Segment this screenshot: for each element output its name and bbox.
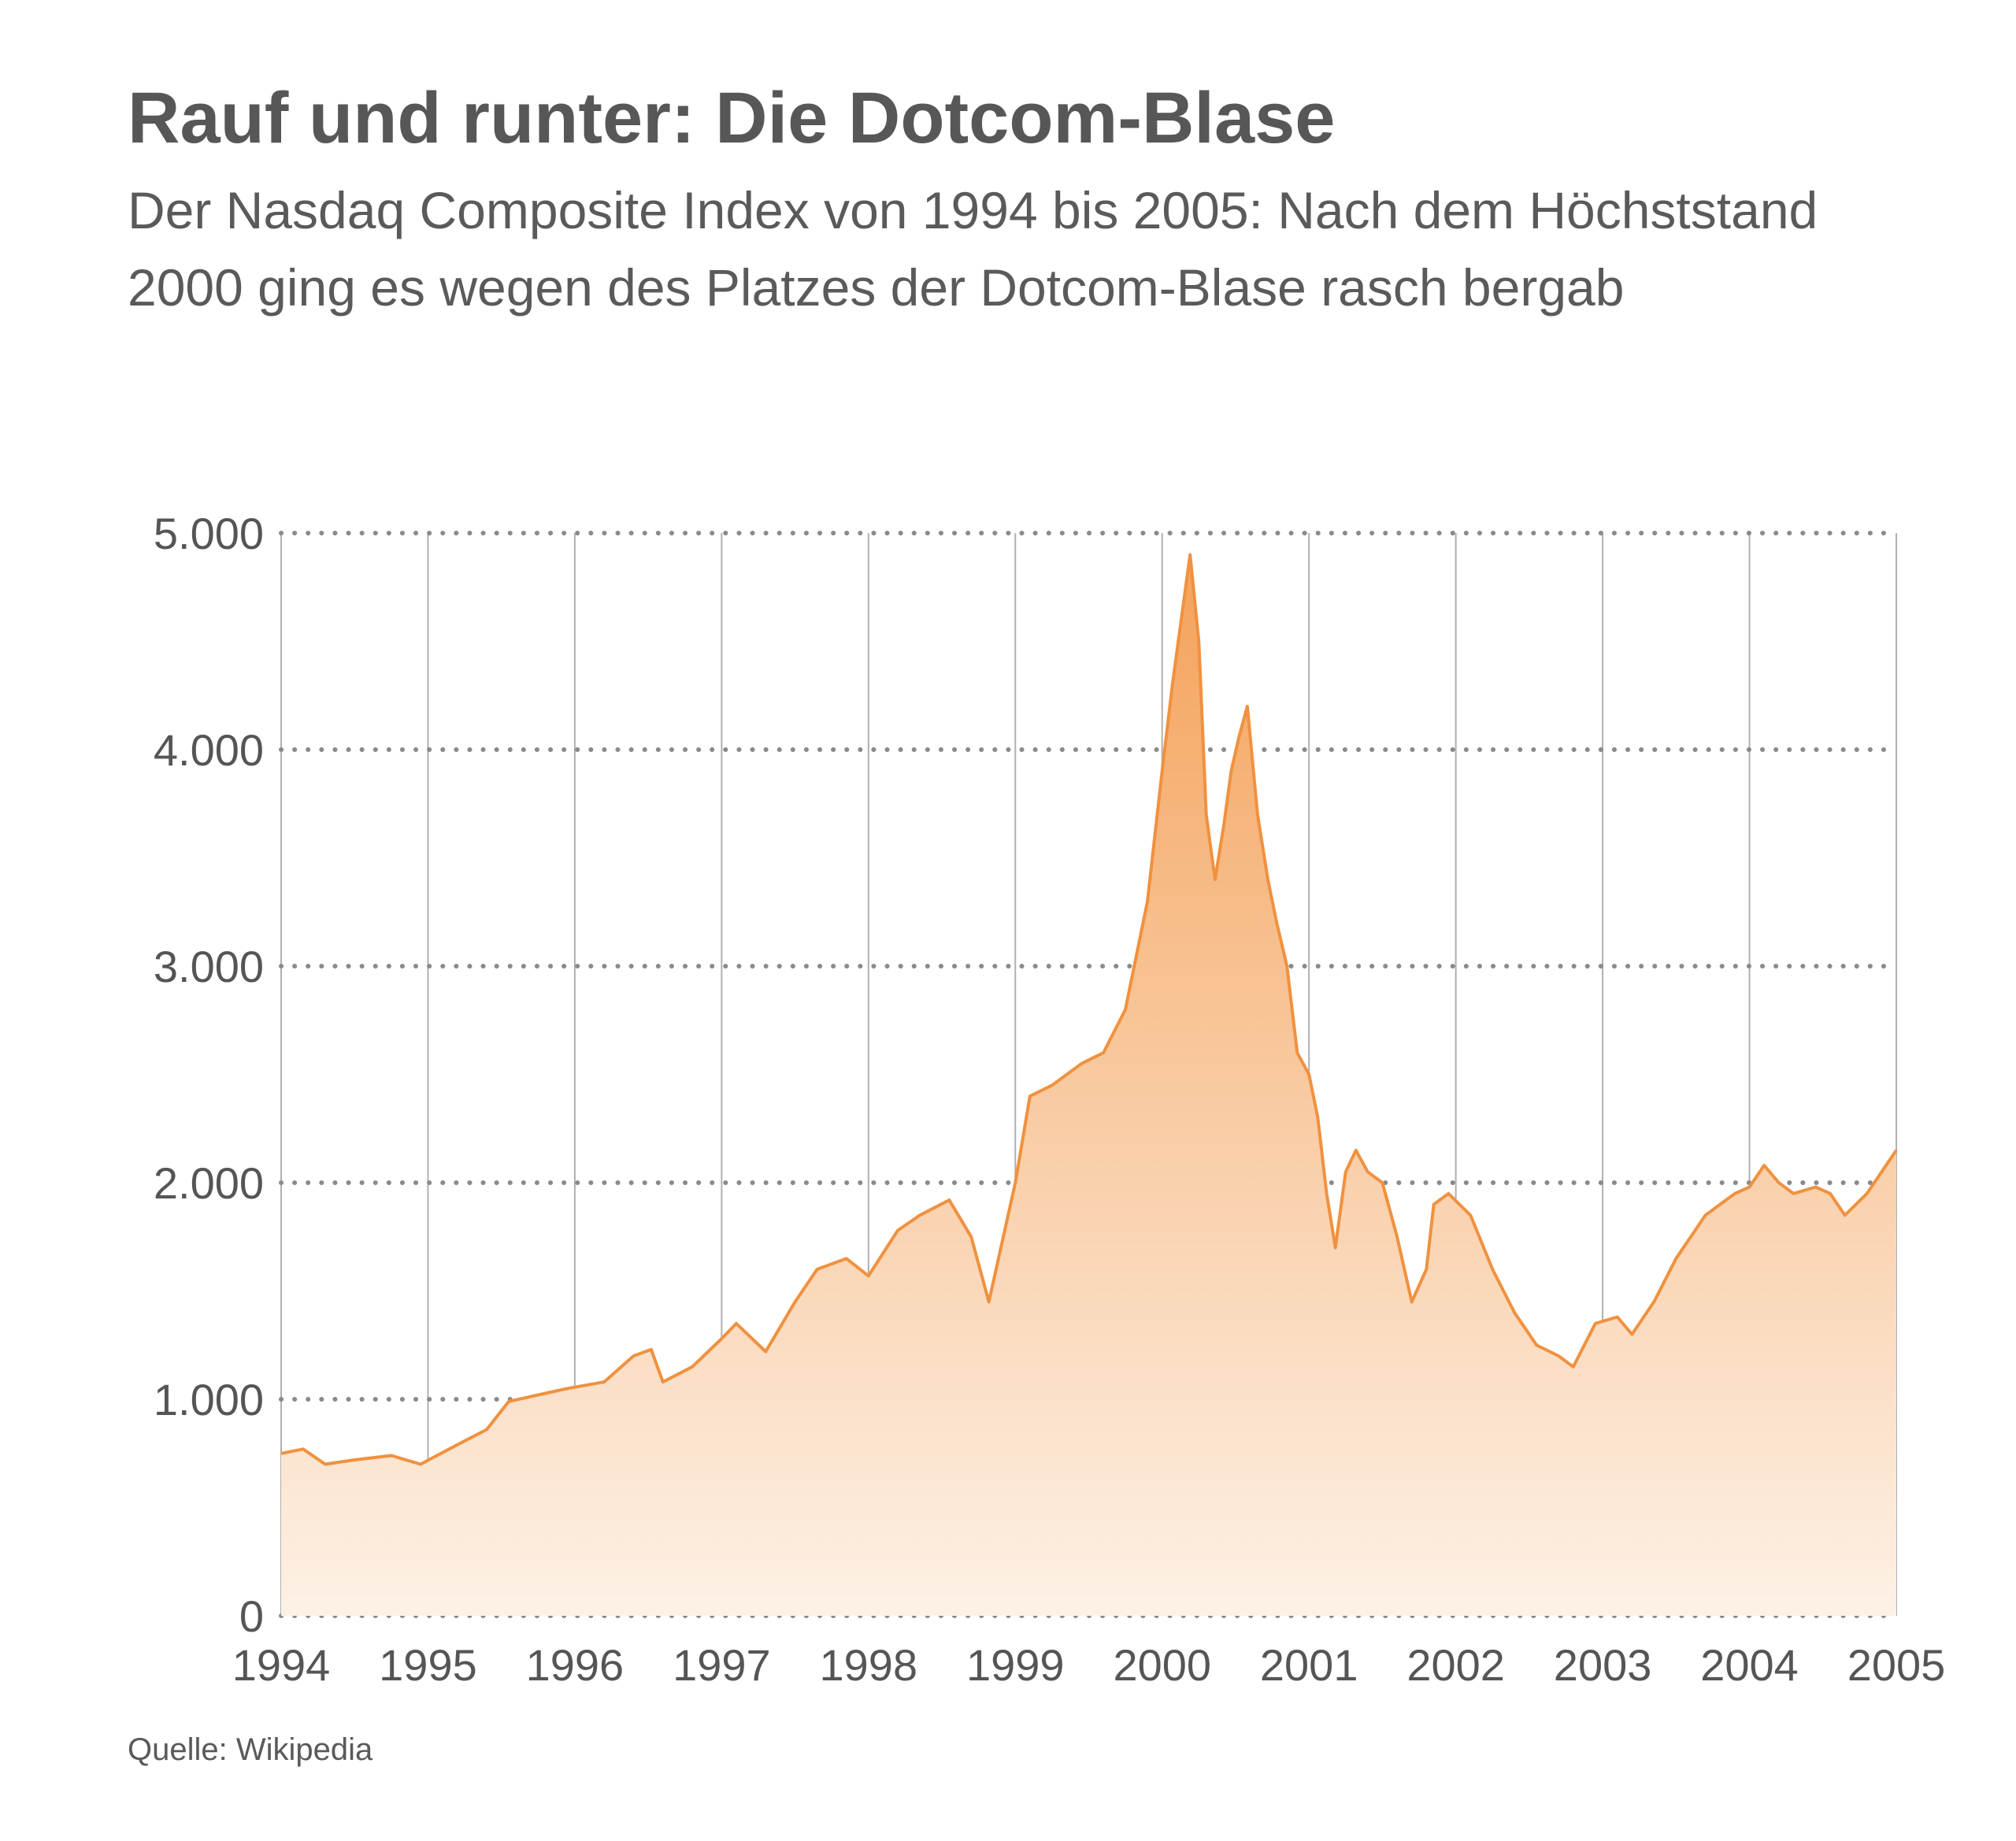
- x-tick-label: 2001: [1260, 1640, 1358, 1690]
- x-tick-label: 1998: [820, 1640, 918, 1690]
- y-tick-label: 4.000: [154, 725, 264, 775]
- x-tick-label: 2004: [1700, 1640, 1799, 1690]
- y-tick-label: 5.000: [154, 509, 264, 558]
- y-tick-label: 3.000: [154, 942, 264, 991]
- x-tick-label: 1996: [526, 1640, 624, 1690]
- area-fill: [281, 554, 1896, 1616]
- x-tick-label: 1994: [232, 1640, 331, 1690]
- series-line: [280, 553, 1898, 1466]
- series-layer: [280, 553, 1898, 1616]
- x-tick-label: 2003: [1554, 1640, 1652, 1690]
- chart-subtitle: Der Nasdaq Composite Index von 1994 bis …: [128, 181, 1818, 317]
- y-tick-label: 1.000: [154, 1375, 264, 1424]
- chart-title: Rauf und runter: Die Dotcom-Blase: [128, 78, 1336, 158]
- x-tick-label: 2005: [1847, 1640, 1946, 1690]
- x-tick-label: 2000: [1113, 1640, 1211, 1690]
- x-tick-label: 1999: [966, 1640, 1065, 1690]
- x-tick-label: 2002: [1406, 1640, 1505, 1690]
- x-tick-label: 1997: [673, 1640, 771, 1690]
- y-tick-label: 2.000: [154, 1158, 264, 1208]
- y-tick-label: 0: [239, 1591, 264, 1641]
- x-axis-labels: 1994 1995 1996 1997 1998 1999 2000 2001 2002 2003…: [232, 1640, 1946, 1690]
- source-note: Quelle: Wikipedia: [128, 1732, 373, 1767]
- y-axis-labels: 0 1.000 2.000 3.000 4.000 5.000: [154, 509, 264, 1641]
- x-tick-label: 1995: [379, 1640, 477, 1690]
